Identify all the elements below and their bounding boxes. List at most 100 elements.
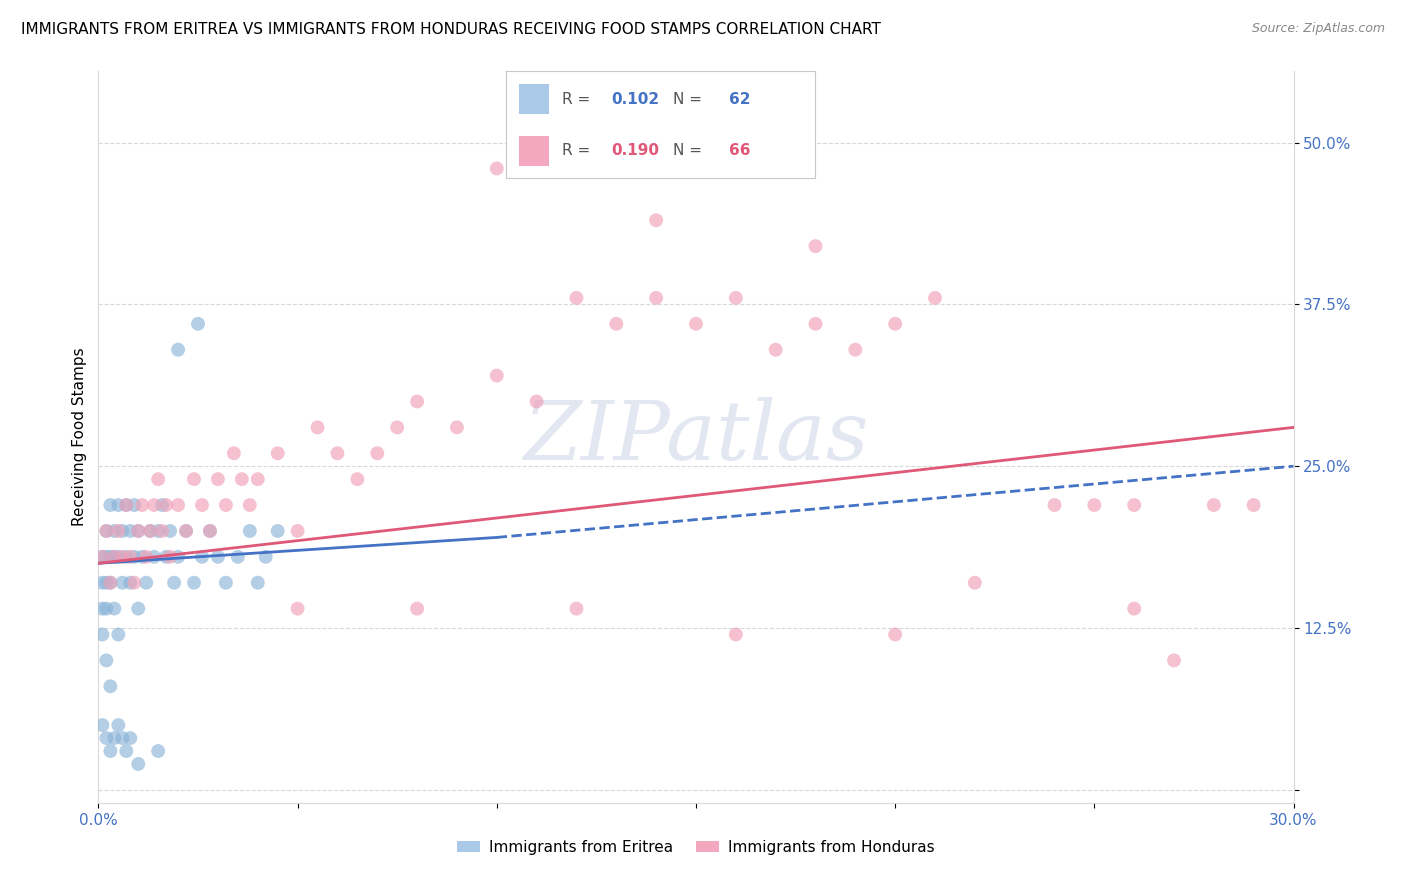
Point xyxy=(135,575,157,590)
Point xyxy=(1043,498,1066,512)
Text: IMMIGRANTS FROM ERITREA VS IMMIGRANTS FROM HONDURAS RECEIVING FOOD STAMPS CORREL: IMMIGRANTS FROM ERITREA VS IMMIGRANTS FR… xyxy=(21,22,882,37)
Point xyxy=(183,575,205,590)
Point xyxy=(884,627,907,641)
Point xyxy=(1202,498,1225,512)
Point xyxy=(804,239,827,253)
Point xyxy=(231,472,253,486)
Point xyxy=(844,343,866,357)
Point xyxy=(924,291,946,305)
FancyBboxPatch shape xyxy=(519,84,550,114)
Point xyxy=(115,549,138,564)
Point xyxy=(139,524,162,538)
Point xyxy=(111,549,134,564)
Text: R =: R = xyxy=(562,143,595,158)
Text: N =: N = xyxy=(673,143,707,158)
Point xyxy=(174,524,197,538)
Point xyxy=(111,575,134,590)
Point xyxy=(198,524,221,538)
Point xyxy=(198,524,221,538)
Point xyxy=(724,627,747,641)
Point xyxy=(98,679,122,693)
Text: 66: 66 xyxy=(728,143,751,158)
Point xyxy=(143,549,166,564)
Point xyxy=(124,575,146,590)
Point xyxy=(91,627,114,641)
Point xyxy=(326,446,349,460)
Point xyxy=(107,627,129,641)
Point xyxy=(111,731,134,745)
Point xyxy=(96,524,118,538)
Point xyxy=(804,317,827,331)
Point xyxy=(724,291,747,305)
Point xyxy=(239,498,262,512)
Text: N =: N = xyxy=(673,92,707,107)
Point xyxy=(406,394,429,409)
Point xyxy=(107,549,129,564)
FancyBboxPatch shape xyxy=(519,136,550,166)
Point xyxy=(287,524,309,538)
Point xyxy=(115,744,138,758)
Point xyxy=(96,653,118,667)
Point xyxy=(215,498,238,512)
Point xyxy=(346,472,368,486)
Point xyxy=(167,343,190,357)
Point xyxy=(96,731,118,745)
Text: ZIPatlas: ZIPatlas xyxy=(523,397,869,477)
Point xyxy=(207,549,229,564)
Point xyxy=(103,549,125,564)
Point xyxy=(765,343,787,357)
Point xyxy=(96,575,118,590)
Point xyxy=(91,718,114,732)
Point xyxy=(1123,498,1146,512)
Point xyxy=(526,394,548,409)
Point xyxy=(96,524,118,538)
Point xyxy=(127,524,149,538)
Point xyxy=(267,446,290,460)
Text: 0.102: 0.102 xyxy=(612,92,659,107)
Point xyxy=(1123,601,1146,615)
Y-axis label: Receiving Food Stamps: Receiving Food Stamps xyxy=(72,348,87,526)
Point xyxy=(98,575,122,590)
Point xyxy=(124,498,146,512)
Point xyxy=(159,524,181,538)
Point xyxy=(107,718,129,732)
Point xyxy=(191,549,214,564)
Point xyxy=(215,575,238,590)
Point xyxy=(246,575,269,590)
Point xyxy=(155,549,177,564)
Point xyxy=(226,549,249,564)
Point xyxy=(485,161,508,176)
Point xyxy=(131,549,153,564)
Point xyxy=(111,524,134,538)
Point xyxy=(685,317,707,331)
Point xyxy=(406,601,429,615)
Point xyxy=(1083,498,1105,512)
Point xyxy=(127,756,149,771)
Point xyxy=(246,472,269,486)
Point xyxy=(148,472,170,486)
Point xyxy=(127,524,149,538)
Point xyxy=(107,498,129,512)
Point xyxy=(605,317,627,331)
Point xyxy=(98,549,122,564)
Point xyxy=(91,601,114,615)
Point xyxy=(120,575,142,590)
Point xyxy=(307,420,329,434)
Point xyxy=(91,575,114,590)
Point xyxy=(150,498,173,512)
Point xyxy=(155,498,177,512)
Point xyxy=(1243,498,1265,512)
Point xyxy=(366,446,388,460)
Point xyxy=(163,575,186,590)
Point xyxy=(103,524,125,538)
Point xyxy=(96,549,118,564)
Point xyxy=(645,213,668,227)
Text: R =: R = xyxy=(562,92,595,107)
Point xyxy=(124,549,146,564)
Point xyxy=(131,498,153,512)
Point xyxy=(187,317,209,331)
Point xyxy=(565,601,588,615)
Point xyxy=(103,731,125,745)
Point xyxy=(174,524,197,538)
Point xyxy=(91,549,114,564)
